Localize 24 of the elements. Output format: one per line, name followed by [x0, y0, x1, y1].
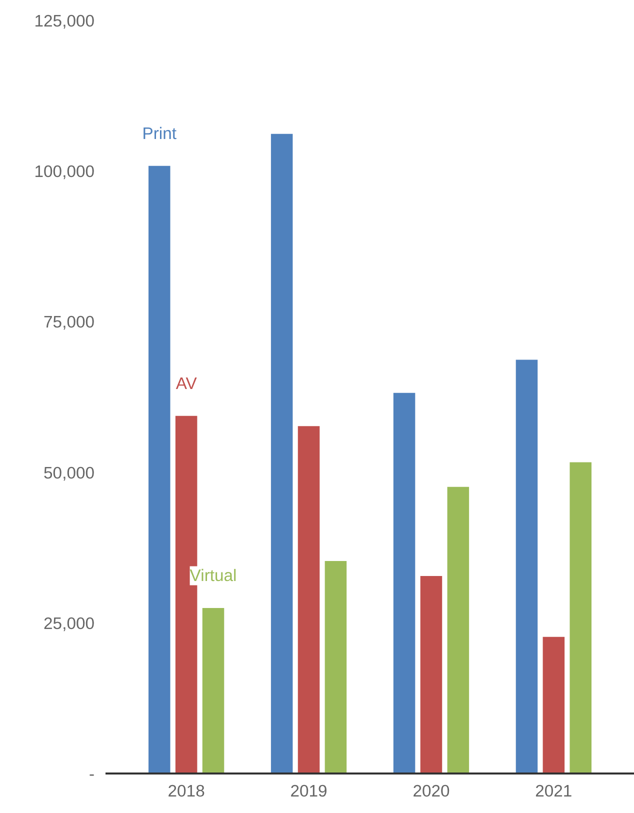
bar: [296, 424, 322, 774]
x-tick-label: 2018: [168, 782, 205, 800]
bar: [269, 132, 294, 774]
bar: [418, 574, 444, 774]
series-label: Print: [142, 124, 177, 144]
bar: [446, 485, 471, 774]
y-tick-label: 125,000: [34, 12, 95, 30]
x-tick-label: 2021: [535, 782, 572, 800]
y-tick-label: 50,000: [44, 463, 95, 482]
bar: [541, 635, 566, 774]
bar: [392, 391, 417, 774]
series-label: AV: [176, 374, 198, 394]
series-label: Virtual: [190, 566, 237, 586]
x-tick-label: 2020: [412, 782, 450, 800]
bar: [568, 460, 594, 774]
bar: [146, 164, 172, 774]
y-tick-label: 25,000: [44, 614, 95, 633]
bar: [200, 606, 226, 774]
y-tick-label: -: [88, 764, 94, 784]
y-tick-label: 100,000: [34, 162, 95, 182]
y-tick-label: 75,000: [44, 312, 95, 332]
bar: [323, 560, 348, 774]
x-tick-label: 2019: [290, 782, 328, 800]
bar: [514, 358, 540, 774]
